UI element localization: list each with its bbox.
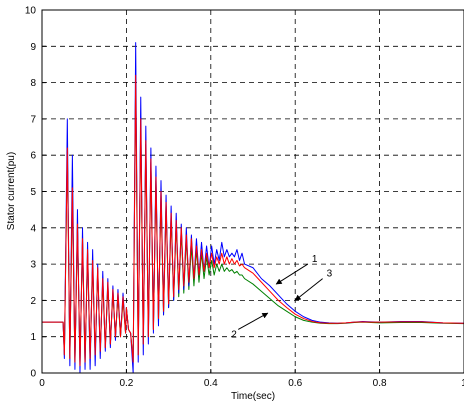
y-tick-label: 8	[30, 78, 36, 89]
annotation-arrow	[237, 312, 269, 330]
y-tick-label: 3	[30, 260, 36, 271]
x-tick-label: 0.4	[204, 378, 218, 389]
y-tick-label: 10	[25, 6, 37, 17]
x-tick-label: 1	[461, 378, 464, 389]
y-tick-label: 9	[30, 42, 36, 53]
x-tick-label: 0.2	[119, 378, 133, 389]
x-tick-label: 0	[39, 378, 45, 389]
grid-lines	[42, 10, 464, 373]
axis-ticks: 00.20.40.60.81012345678910	[25, 6, 464, 389]
annotation-label: 2	[231, 329, 237, 340]
y-tick-label: 0	[30, 369, 36, 380]
y-tick-label: 6	[30, 151, 36, 162]
y-axis-label: Stator current(pu)	[6, 152, 17, 230]
annotation-arrow	[275, 263, 309, 285]
x-axis-label: Time(sec)	[231, 391, 275, 402]
series-3-line	[42, 74, 464, 367]
y-tick-label: 2	[30, 296, 36, 307]
x-tick-label: 0.6	[288, 378, 302, 389]
x-tick-label: 0.8	[373, 378, 387, 389]
annotation-label: 3	[327, 269, 333, 280]
y-tick-label: 5	[30, 187, 36, 198]
y-tick-label: 4	[30, 223, 36, 234]
y-tick-label: 7	[30, 114, 36, 125]
y-tick-label: 1	[30, 332, 36, 343]
annotations: 13 2	[231, 254, 332, 340]
annotation-arrow	[294, 278, 323, 301]
series-layer	[42, 42, 464, 374]
annotation-label: 1	[312, 254, 318, 265]
